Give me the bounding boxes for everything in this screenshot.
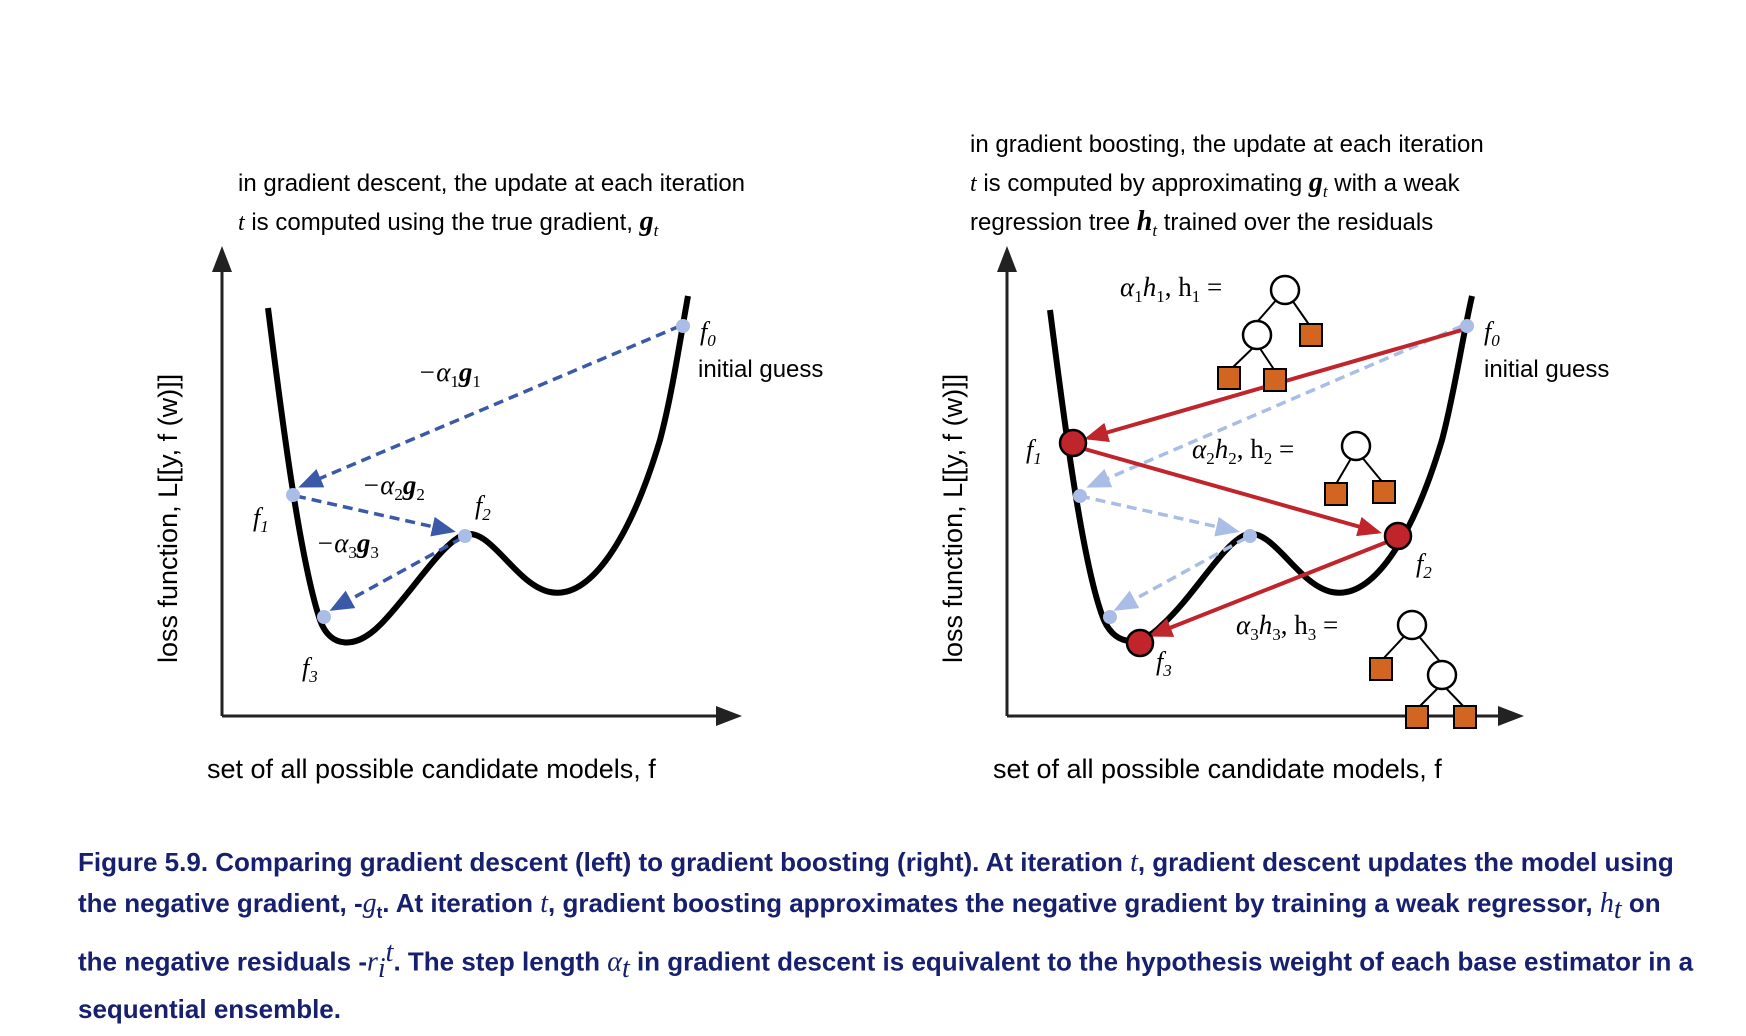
right-heading-line1: in gradient boosting, the update at each… [970,131,1484,158]
right-point-g3 [1103,610,1117,624]
right-point-g2 [1243,529,1257,543]
tree3-inner-node [1426,659,1458,691]
left-step3-label: −α3g3 [316,528,379,562]
left-point-f1 [286,488,300,502]
right-x-axis-label: set of all possible candidate models, f [993,754,1442,784]
right-label-f1: f1 [1026,435,1042,468]
right-boost-arrow-3 [1148,538,1393,637]
left-point-f2 [458,529,472,543]
right-label-f2: f2 [1416,549,1432,582]
left-step1-label: −α1g1 [418,357,481,391]
left-label-f3: f3 [302,653,318,686]
left-step2-arrow [295,494,456,537]
tree2-leaf [1324,482,1348,506]
left-step1-arrow [298,324,681,488]
tree3-root-node [1396,609,1428,641]
right-point-f3 [1125,628,1155,658]
tree2-root-node [1340,430,1372,462]
tree3-leaf [1369,657,1393,681]
left-label-f2: f2 [475,491,491,524]
left-label-f0: f0 [700,317,716,350]
right-panel: in gradient boosting, the update at each… [938,131,1609,784]
right-heading-line2: t is computed by approximating gt with a… [970,167,1461,201]
right-y-axis-label: loss function, L[[y, f (w)]] [938,374,968,663]
regression-tree-3: α3h3, h3 = [1236,609,1477,729]
tree2-label: α2h2, h2 = [1192,434,1294,468]
tree1-leaf [1299,323,1323,347]
left-initial-guess: initial guess [698,356,823,383]
figure-caption: Figure 5.9. Comparing gradient descent (… [78,847,1694,1025]
left-loss-curve [265,295,691,646]
tree3-leaf [1453,705,1477,729]
left-heading-line1: in gradient descent, the update at each … [238,170,745,197]
tree2-leaf [1372,480,1396,504]
right-gradient-arrow-1 [1086,324,1463,488]
left-x-axis-label: set of all possible candidate models, f [207,754,656,784]
tree1-inner-node [1241,319,1273,351]
tree1-leaf [1263,368,1287,392]
left-panel: in gradient descent, the update at each … [153,170,823,784]
right-point-f0 [1460,319,1474,333]
right-heading-line3: regression tree ht trained over the resi… [970,206,1433,240]
tree1-label: α1h1, h1 = [1120,272,1222,306]
tree3-leaf [1405,705,1429,729]
right-point-g1 [1073,489,1087,503]
tree3-label: α3h3, h3 = [1236,610,1338,644]
left-step3-arrow [329,536,463,611]
left-step2-label: −α2g2 [362,470,425,504]
right-label-f3: f3 [1156,647,1172,680]
left-label-f1: f1 [253,503,269,536]
right-point-f2 [1383,521,1413,551]
right-initial-guess: initial guess [1484,356,1609,383]
regression-tree-2: α2h2, h2 = [1192,430,1396,506]
right-gradient-arrow-3 [1113,536,1247,611]
right-boost-arrow-2 [1073,444,1382,537]
tree1-leaf [1217,366,1241,390]
tree1-root-node [1269,274,1301,306]
left-heading-line2: t is computed using the true gradient, g… [238,206,660,240]
left-y-axis-label: loss function, L[[y, f (w)]] [153,374,183,663]
right-point-f1 [1058,428,1088,458]
right-gradient-arrow-2 [1079,494,1240,537]
left-point-f0 [676,319,690,333]
regression-tree-1: α1h1, h1 = [1120,272,1323,392]
right-label-f0: f0 [1484,317,1500,350]
left-point-f3 [317,610,331,624]
